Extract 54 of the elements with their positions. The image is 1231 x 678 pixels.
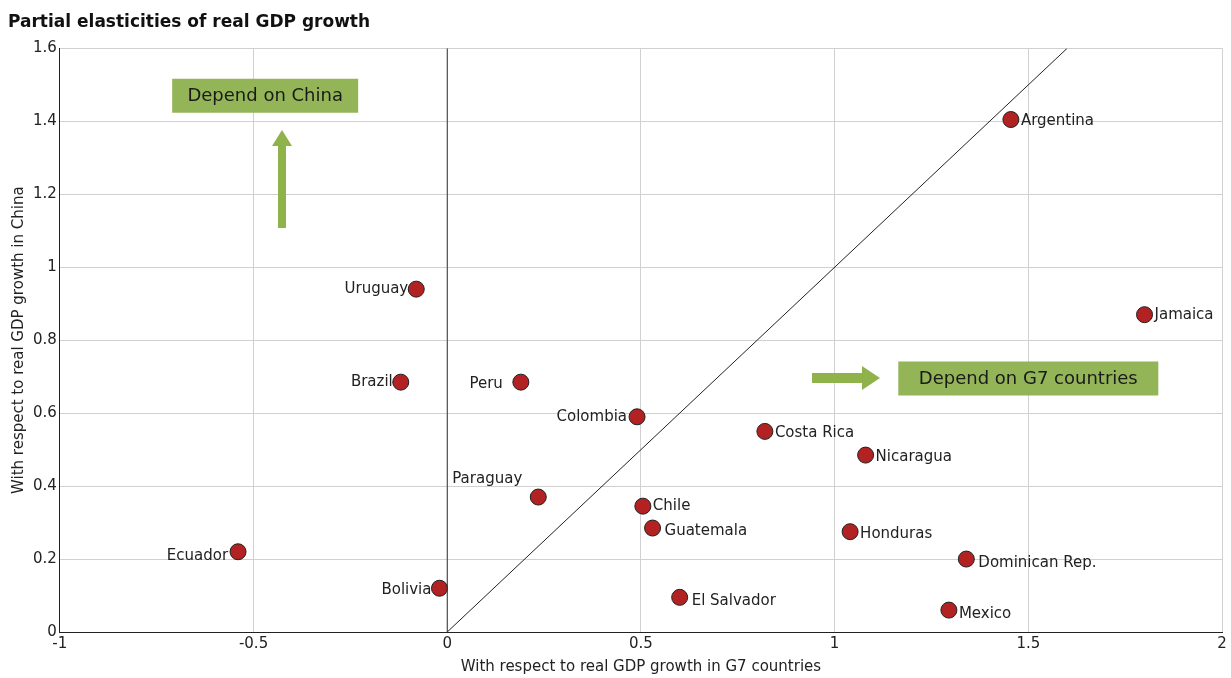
y-tick-label: 1.4 xyxy=(33,111,57,130)
x-tick-label: 0 xyxy=(442,633,453,652)
series-label: Honduras xyxy=(860,523,933,542)
x-axis-title: With respect to real GDP growth in G7 countries xyxy=(460,656,822,675)
point xyxy=(857,446,875,464)
series-label: Colombia xyxy=(556,406,628,425)
series-label: Argentina xyxy=(1020,111,1095,130)
x-tick-label: 0.5 xyxy=(629,633,653,652)
y-tick-label: 0.2 xyxy=(33,548,57,567)
series-label: Guatemala xyxy=(664,520,748,539)
point xyxy=(392,373,410,391)
series-label: Dominican Rep. xyxy=(978,552,1097,571)
series-label: El Salvador xyxy=(691,591,777,610)
series-label: Mexico xyxy=(958,604,1012,623)
point xyxy=(644,519,662,537)
point xyxy=(628,408,646,426)
point xyxy=(1136,306,1154,324)
point xyxy=(512,373,530,391)
point xyxy=(634,497,652,515)
point xyxy=(407,280,425,298)
point xyxy=(671,588,689,606)
annotation: Depend on G7 countries xyxy=(918,367,1138,389)
series-label: Jamaica xyxy=(1153,304,1214,323)
point xyxy=(841,523,859,541)
y-tick-label: 1.2 xyxy=(33,184,57,203)
x-tick-label: 2 xyxy=(1217,633,1227,652)
point xyxy=(957,550,975,568)
annotation: Depend on China xyxy=(187,84,343,106)
series-label: Ecuador xyxy=(166,545,229,564)
series-label: Nicaragua xyxy=(875,446,953,465)
y-tick-label: 0.8 xyxy=(33,330,57,349)
series-label: Uruguay xyxy=(344,279,409,298)
point xyxy=(756,422,774,440)
series-label: Chile xyxy=(652,496,691,515)
point xyxy=(529,488,547,506)
point xyxy=(430,579,448,597)
series-label: Brazil xyxy=(350,372,393,391)
series-label: Peru xyxy=(469,374,503,393)
y-tick-label: 0.4 xyxy=(33,475,57,494)
y-axis-title: With respect to real GDP growth in China xyxy=(8,186,27,495)
x-tick-label: 1.5 xyxy=(1016,633,1041,652)
y-tick-label: 0.6 xyxy=(33,403,57,422)
series-label: Paraguay xyxy=(452,468,523,487)
x-tick-label: -0.5 xyxy=(238,633,269,652)
x-tick-label: 1 xyxy=(829,633,840,652)
point xyxy=(940,601,958,619)
series-label: Bolivia xyxy=(381,580,432,599)
chart-title: Partial elasticities of real GDP growth xyxy=(8,10,371,31)
y-tick-label: 1 xyxy=(47,257,57,276)
point xyxy=(229,543,247,561)
y-tick-label: 0 xyxy=(47,621,57,640)
point xyxy=(1002,111,1020,129)
y-tick-label: 1.6 xyxy=(33,38,57,57)
series-label: Costa Rica xyxy=(774,423,855,442)
